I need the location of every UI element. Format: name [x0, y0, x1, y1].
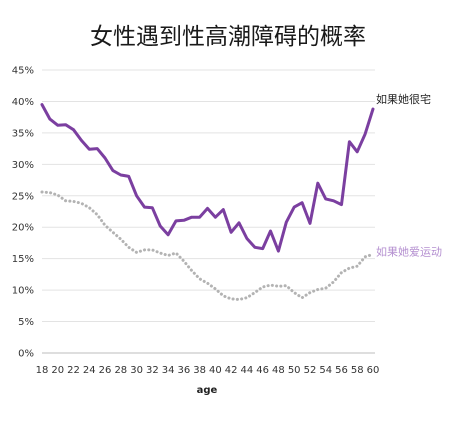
- x-tick-label: 50: [288, 365, 301, 376]
- gridlines: [42, 69, 375, 354]
- y-tick-label: 15%: [12, 254, 34, 265]
- y-tick-label: 25%: [12, 191, 34, 202]
- y-tick-label: 20%: [12, 223, 34, 234]
- x-tick-label: 60: [367, 365, 380, 376]
- y-tick-label: 0%: [18, 349, 34, 360]
- series-label: 如果她很宅: [376, 92, 431, 106]
- series-label: 如果她爱运动: [376, 244, 442, 258]
- x-tick-label: 22: [67, 365, 80, 376]
- y-tick-label: 30%: [12, 160, 34, 171]
- x-tick-label: 18: [36, 365, 49, 376]
- x-tick-label: 24: [83, 365, 96, 376]
- x-tick-label: 52: [304, 365, 317, 376]
- x-tick-label: 26: [99, 365, 112, 376]
- x-tick-label: 32: [146, 365, 159, 376]
- x-tick-label: 30: [130, 365, 143, 376]
- x-tick-label: 54: [319, 365, 332, 376]
- series-lines: [40, 103, 375, 301]
- y-tick-label: 40%: [12, 97, 34, 108]
- x-tick-label: 42: [225, 365, 238, 376]
- x-tick-label: 38: [193, 365, 206, 376]
- y-tick-label: 10%: [12, 286, 34, 297]
- x-tick-label: 48: [272, 365, 285, 376]
- x-tick-label: 20: [51, 365, 64, 376]
- x-tick-label: 46: [256, 365, 269, 376]
- y-tick-label: 5%: [18, 317, 34, 328]
- x-tick-label: 36: [177, 365, 190, 376]
- x-axis-ticks: 18 20 22 24 26 28 30 32 34 36 38 40 42 44 46 48 50 52 54 56…: [36, 365, 380, 376]
- x-tick-label: 44: [241, 365, 254, 376]
- x-tick-label: 28: [114, 365, 127, 376]
- chart-title: 女性遇到性高潮障碍的概率: [90, 24, 366, 50]
- series-line-solid: [40, 103, 375, 253]
- x-axis-label: age: [197, 385, 218, 396]
- series-line-dotted: [40, 190, 375, 301]
- x-tick-label: 56: [335, 365, 348, 376]
- y-axis-ticks: 0% 5% 10% 15% 20% 25% 30% 35% 40% 45%: [12, 66, 34, 360]
- x-tick-label: 34: [162, 365, 175, 376]
- y-tick-label: 45%: [12, 66, 34, 77]
- y-tick-label: 35%: [12, 128, 34, 139]
- x-tick-label: 58: [351, 365, 364, 376]
- x-tick-label: 40: [209, 365, 222, 376]
